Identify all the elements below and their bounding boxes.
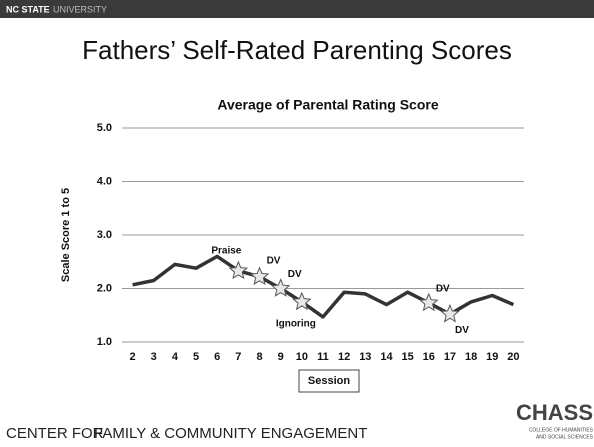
y-tick-label: 1.0 xyxy=(97,336,112,348)
annotation-label: Ignoring xyxy=(276,319,316,330)
annotation-label: DV xyxy=(288,269,302,280)
x-tick-label: 16 xyxy=(423,351,435,363)
annotation-star xyxy=(292,291,312,311)
logo-line1: COLLEGE OF HUMANITIES xyxy=(529,427,594,433)
x-tick-label: 14 xyxy=(380,351,393,363)
x-tick-label: 6 xyxy=(214,351,220,363)
slide-title: Fathers’ Self-Rated Parenting Scores xyxy=(82,35,512,65)
x-tick-label: 13 xyxy=(359,351,371,363)
logo-name: CHASS xyxy=(516,400,593,425)
y-tick-label: 3.0 xyxy=(97,229,112,241)
brand-light: UNIVERSITY xyxy=(53,4,107,14)
x-tick-label: 19 xyxy=(486,351,498,363)
annotation-label: DV xyxy=(436,284,450,295)
data-line xyxy=(132,254,515,319)
annotation-label: DV xyxy=(267,255,281,266)
annotation-star xyxy=(249,266,270,286)
x-tick-label: 12 xyxy=(338,351,350,363)
x-tick-label: 20 xyxy=(507,351,519,363)
y-tick-label: 4.0 xyxy=(97,175,112,187)
annotation-star xyxy=(228,260,249,280)
footer-bold: FAMILY & COMMUNITY ENGAGEMENT xyxy=(94,425,367,442)
logo-line2: AND SOCIAL SCIENCES xyxy=(536,434,594,440)
x-tick-label: 9 xyxy=(278,351,284,363)
y-tick-label: 5.0 xyxy=(97,122,112,134)
x-tick-label: 15 xyxy=(402,351,414,363)
y-tick-label: 2.0 xyxy=(97,282,112,294)
annotation-label: Praise xyxy=(211,245,241,256)
x-tick-label: 18 xyxy=(465,351,477,363)
x-tick-label: 8 xyxy=(256,351,262,363)
chart-title: Average of Parental Rating Score xyxy=(217,97,438,113)
annotation-star xyxy=(270,278,291,297)
x-tick-label: 4 xyxy=(172,351,179,363)
header-bar xyxy=(0,0,594,18)
annotation-label: DV xyxy=(455,325,469,336)
footer-light: CENTER FOR xyxy=(6,425,104,442)
x-tick-label: 10 xyxy=(296,351,308,363)
annotation-star xyxy=(418,292,439,312)
x-tick-label: 5 xyxy=(193,351,199,363)
x-tick-label: 7 xyxy=(235,351,241,363)
x-tick-label: 2 xyxy=(130,351,136,363)
x-tick-label: 17 xyxy=(444,351,456,363)
brand-bold: NC STATE xyxy=(6,4,50,14)
x-label-box xyxy=(298,369,360,393)
x-tick-label: 11 xyxy=(317,351,329,363)
y-axis-label: Scale Score 1 to 5 xyxy=(60,188,72,282)
x-axis-label: Session xyxy=(308,375,350,387)
annotation-star xyxy=(440,303,460,323)
x-tick-label: 3 xyxy=(151,351,157,363)
